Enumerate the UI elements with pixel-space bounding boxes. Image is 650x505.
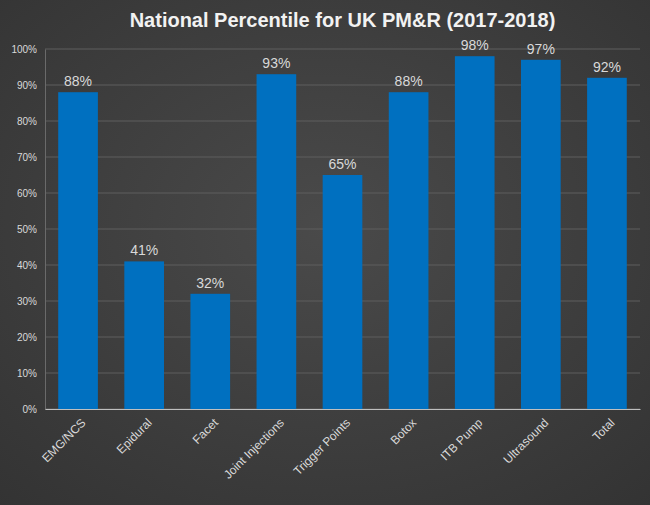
bar — [389, 92, 429, 409]
x-tick-label: Joint Injections — [221, 416, 287, 482]
x-tick-label: Trigger Points — [291, 416, 353, 478]
x-tick-label: Botox — [388, 416, 420, 448]
bar — [257, 74, 297, 409]
data-label: 65% — [328, 156, 356, 172]
y-tick-label: 90% — [17, 80, 37, 91]
x-tick: Joint Injections — [221, 416, 287, 482]
y-tick: 10% — [17, 368, 45, 379]
plot: 0% 10% 20% 30% 40% 50% 60% 70% 80% 90% 100% EMG/NCS… — [11, 37, 640, 482]
x-tick-label: Ultrasound — [501, 416, 552, 467]
y-tick-label: 50% — [17, 224, 37, 235]
x-tick: Total — [590, 416, 618, 444]
y-tick-label: 80% — [17, 116, 37, 127]
y-tick: 100% — [11, 44, 45, 55]
y-tick: 30% — [17, 296, 45, 307]
y-tick-label: 0% — [23, 404, 38, 415]
y-tick-label: 10% — [17, 368, 37, 379]
x-tick-label: ITB Pump — [438, 415, 486, 463]
y-tick: 0% — [23, 404, 45, 415]
y-tick: 50% — [17, 224, 45, 235]
x-tick-label: EMG/NCS — [39, 416, 89, 466]
title: National Percentile for UK PM&R (2017-20… — [130, 9, 556, 31]
data-label: 92% — [593, 59, 621, 75]
background — [0, 0, 650, 505]
bar — [455, 56, 495, 409]
bar — [521, 60, 561, 409]
y-axis: 0% 10% 20% 30% 40% 50% 60% 70% 80% 90% 100% — [11, 44, 45, 415]
x-tick: ITB Pump — [438, 415, 486, 463]
bars — [58, 56, 627, 409]
y-tick-label: 100% — [11, 44, 37, 55]
x-tick: Botox — [388, 416, 420, 448]
x-tick-label: Epidural — [114, 416, 155, 457]
data-labels: 88% 41% 32% 93% 65% 88% 98% 97% 92% — [64, 37, 621, 291]
y-tick: 20% — [17, 332, 45, 343]
y-tick: 80% — [17, 116, 45, 127]
y-axis-line — [45, 50, 46, 410]
y-tick: 90% — [17, 80, 45, 91]
y-tick-label: 60% — [17, 188, 37, 199]
data-label: 93% — [262, 55, 290, 71]
x-tick: Facet — [190, 415, 222, 447]
y-tick-label: 30% — [17, 296, 37, 307]
y-tick: 60% — [17, 188, 45, 199]
y-tick-label: 20% — [17, 332, 37, 343]
x-tick: Ultrasound — [501, 416, 552, 467]
data-label: 88% — [395, 73, 423, 89]
bar — [58, 92, 98, 409]
data-label: 88% — [64, 73, 92, 89]
x-tick-label: Facet — [190, 415, 222, 447]
x-axis-line — [46, 409, 641, 410]
x-tick: EMG/NCS — [39, 416, 89, 466]
bar — [124, 261, 164, 409]
bar — [190, 294, 230, 409]
data-label: 98% — [461, 37, 489, 53]
y-tick: 40% — [17, 260, 45, 271]
data-label: 97% — [527, 41, 555, 57]
chart: National Percentile for UK PM&R (2017-20… — [0, 0, 650, 505]
y-tick: 70% — [17, 152, 45, 163]
y-tick-label: 40% — [17, 260, 37, 271]
x-tick-label: Total — [590, 416, 618, 444]
x-tick: Epidural — [114, 416, 155, 457]
data-label: 41% — [130, 242, 158, 258]
grid — [45, 49, 640, 409]
data-label: 32% — [196, 275, 224, 291]
x-tick: Trigger Points — [291, 416, 353, 478]
y-tick-label: 70% — [17, 152, 37, 163]
bar — [587, 78, 627, 409]
x-axis: EMG/NCS Epidural FacetJoint InjectionsTrig… — [39, 410, 640, 482]
bar — [323, 175, 363, 409]
